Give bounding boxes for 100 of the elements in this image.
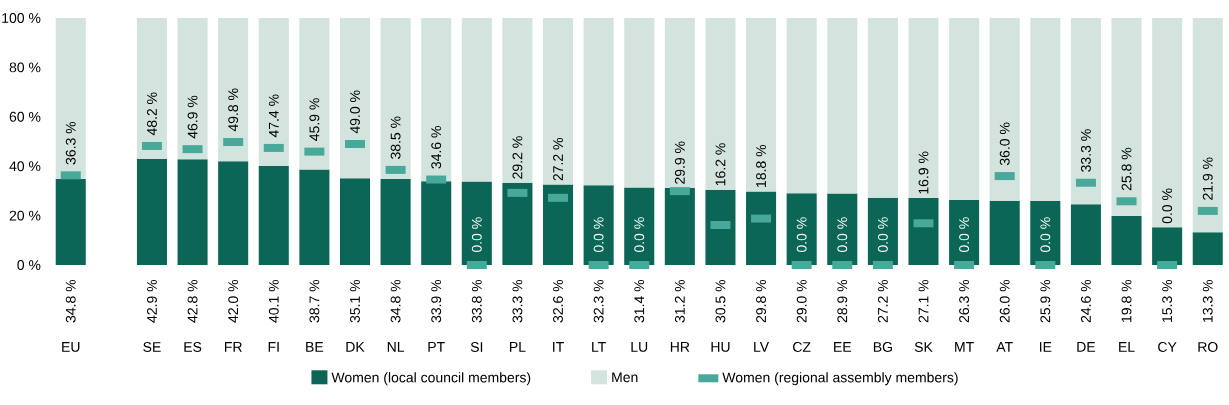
data-label: 42.0 %	[228, 279, 239, 323]
data-label: 0.0 %	[1040, 217, 1051, 253]
bar	[55, 179, 86, 265]
bar	[989, 18, 1020, 201]
y-tick-label: 40 %	[9, 161, 41, 172]
bar	[583, 185, 614, 265]
legend-label: Women (regional assembly members)	[722, 372, 958, 386]
data-label: 35.1 %	[350, 279, 360, 323]
bar	[502, 182, 533, 265]
bar	[949, 18, 980, 201]
data-label: 30.5 %	[715, 279, 726, 323]
bar	[299, 169, 330, 265]
data-label: 0.0 %	[959, 217, 970, 253]
x-tick-label: SK	[914, 342, 933, 352]
bar	[1070, 18, 1101, 205]
bar	[908, 198, 939, 265]
x-tick-label: PL	[510, 342, 526, 352]
data-label: 0.0 %	[471, 217, 482, 253]
x-tick-label: EE	[834, 342, 852, 352]
data-label: 0.0 %	[634, 217, 645, 253]
data-label: 49.0 %	[350, 90, 360, 134]
data-label: 49.8 %	[228, 88, 239, 132]
bar	[543, 18, 574, 185]
bar	[218, 18, 249, 162]
data-label: 40.1 %	[268, 279, 279, 323]
data-label: 36.3 %	[65, 121, 76, 165]
bar	[543, 184, 574, 265]
data-label: 34.8 %	[65, 279, 76, 323]
bar	[705, 18, 736, 190]
bar	[583, 18, 614, 186]
legend-label: Men	[612, 372, 638, 383]
data-label: 34.6 %	[431, 126, 442, 169]
bar	[177, 159, 208, 265]
data-label: 33.3 %	[1080, 129, 1091, 172]
data-label: 27.2 %	[877, 279, 888, 323]
bar	[827, 18, 858, 194]
x-tick-label: CZ	[793, 342, 811, 352]
x-tick-label: BG	[873, 342, 892, 352]
data-label: 38.5 %	[390, 116, 401, 159]
data-label: 46.9 %	[187, 95, 198, 139]
bar	[136, 159, 167, 265]
data-label: 31.4 %	[634, 279, 645, 323]
bar	[624, 18, 655, 188]
bar	[339, 18, 371, 179]
x-tick-label: SE	[143, 342, 161, 352]
bar	[989, 200, 1020, 265]
bar	[908, 18, 939, 199]
data-label: 34.8 %	[390, 279, 401, 323]
bar	[1030, 201, 1061, 265]
bar	[1030, 18, 1061, 202]
data-label: 42.8 %	[187, 279, 198, 323]
data-label: 18.8 %	[756, 144, 767, 187]
x-tick-label: LV	[754, 342, 770, 352]
data-label: 29.0 %	[796, 279, 807, 323]
bar	[136, 18, 167, 160]
data-label: 26.0 %	[999, 279, 1010, 323]
data-label: 33.3 %	[512, 279, 523, 323]
bar	[664, 187, 695, 265]
bar	[55, 18, 86, 180]
data-label: 32.6 %	[553, 279, 563, 323]
x-tick-label: ES	[184, 342, 202, 352]
data-label: 19.8 %	[1121, 279, 1132, 322]
data-label: 32.3 %	[593, 279, 604, 323]
data-label: 29.2 %	[512, 136, 523, 179]
x-tick-label: BE	[306, 342, 324, 352]
bar	[624, 187, 655, 265]
bar	[786, 18, 817, 194]
x-tick-label: DE	[1077, 342, 1096, 352]
y-tick-label: 0 %	[17, 260, 41, 270]
x-tick-label: EL	[1119, 342, 1135, 352]
data-label: 0.0 %	[837, 217, 848, 253]
x-tick-label: EU	[62, 342, 80, 352]
y-tick-label: 80 %	[9, 62, 41, 73]
bar	[258, 18, 289, 166]
x-tick-label: IT	[553, 342, 564, 352]
x-tick-label: FI	[268, 342, 279, 352]
data-label: 27.2 %	[553, 138, 563, 181]
data-label: 29.8 %	[756, 279, 767, 323]
bar	[421, 18, 452, 182]
bar	[786, 193, 817, 265]
bar	[1192, 232, 1223, 265]
data-label: 47.4 %	[268, 94, 279, 138]
data-label: 21.9 %	[1202, 157, 1213, 200]
data-label: 26.3 %	[959, 279, 970, 323]
bar	[380, 18, 411, 180]
x-tick-label: IE	[1039, 342, 1052, 352]
bar	[867, 18, 898, 198]
bar	[746, 18, 777, 192]
bar	[705, 189, 736, 265]
bar	[1192, 18, 1223, 233]
bar	[177, 18, 208, 160]
x-tick-label: NL	[387, 342, 405, 352]
data-label: 24.6 %	[1080, 279, 1091, 323]
data-label: 33.8 %	[471, 279, 482, 323]
bar	[299, 18, 330, 170]
bar	[1152, 227, 1183, 265]
data-label: 33.9 %	[431, 279, 442, 323]
data-label: 48.2 %	[146, 92, 157, 136]
data-label: 38.7 %	[309, 279, 320, 323]
bar	[827, 193, 858, 265]
